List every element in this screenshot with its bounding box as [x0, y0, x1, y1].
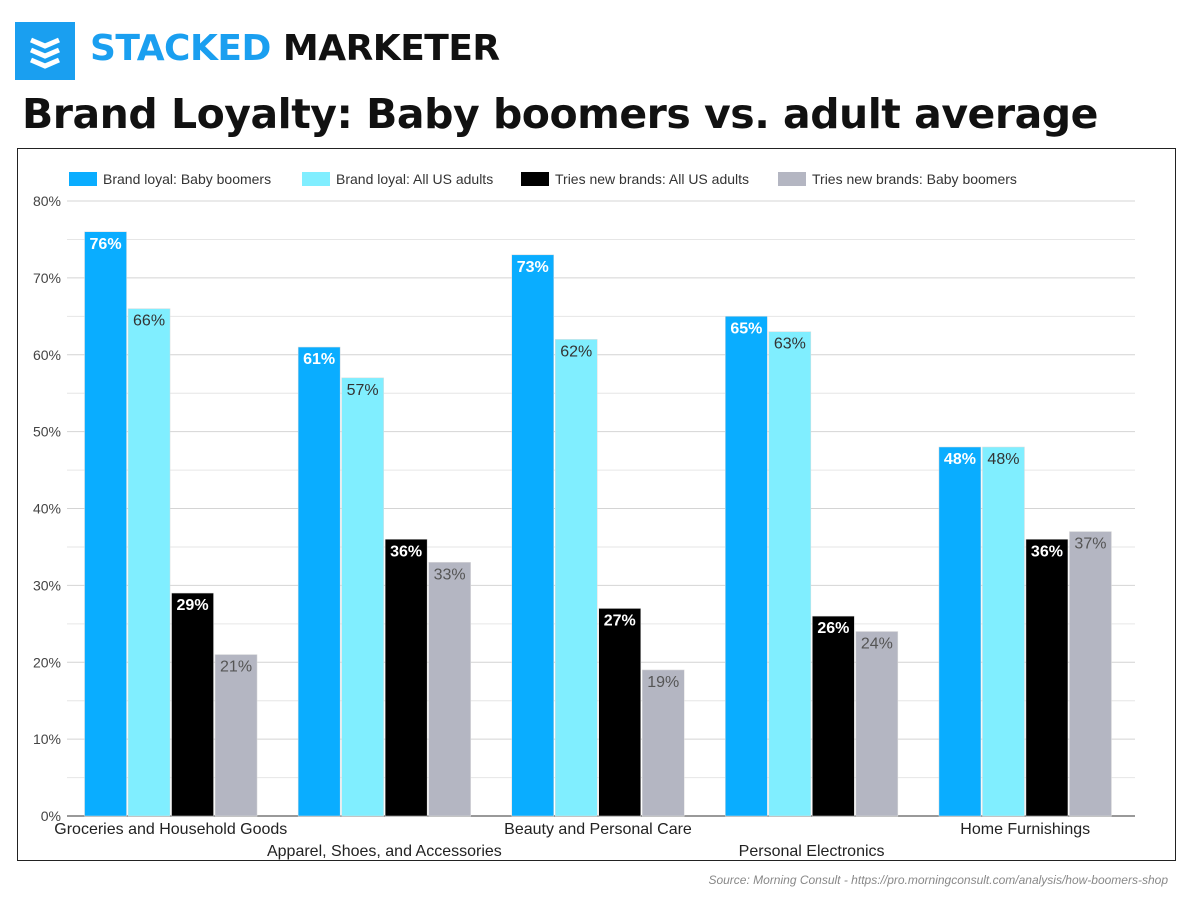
- legend-swatch: [778, 172, 806, 186]
- bar: [1069, 531, 1112, 817]
- bar: [725, 316, 768, 817]
- brand-name: STACKED MARKETER: [90, 28, 500, 69]
- data-label: 48%: [987, 451, 1019, 468]
- brand-logo: [15, 22, 75, 80]
- data-label: 73%: [517, 259, 549, 276]
- data-label: 65%: [730, 320, 762, 337]
- bar: [1025, 539, 1069, 817]
- y-tick-label: 0%: [41, 808, 61, 824]
- bar: [642, 669, 685, 817]
- bar: [127, 308, 171, 817]
- chart-frame: 0% 10% 20% 30% 40% 50% 60% 70% 80% 76% 66% 29% 21% Gr…: [17, 148, 1176, 861]
- legend-label: Brand loyal: Baby boomers: [103, 171, 271, 187]
- bar: [598, 608, 641, 817]
- bar: [384, 539, 428, 817]
- data-label: 36%: [390, 543, 422, 560]
- bar: [171, 592, 214, 817]
- y-tick-label: 70%: [33, 270, 61, 286]
- data-label: 36%: [1031, 543, 1063, 560]
- bar: [555, 339, 598, 817]
- y-tick-label: 10%: [33, 731, 61, 747]
- data-label: 76%: [90, 236, 122, 253]
- data-label: 37%: [1074, 536, 1106, 553]
- bar: [511, 254, 554, 817]
- legend-label: Tries new brands: All US adults: [555, 171, 749, 187]
- legend-swatch: [521, 172, 549, 186]
- x-category-label: Personal Electronics: [739, 843, 885, 860]
- x-category-label: Apparel, Shoes, and Accessories: [267, 843, 502, 860]
- y-tick-label: 80%: [33, 193, 61, 209]
- data-label: 63%: [774, 336, 806, 353]
- data-label: 62%: [560, 343, 592, 360]
- x-category-label: Home Furnishings: [960, 821, 1090, 838]
- source-note: Source: Morning Consult - https://pro.mo…: [708, 873, 1168, 887]
- x-category-label: Groceries and Household Goods: [54, 821, 287, 838]
- bar: [768, 331, 812, 817]
- y-tick-label: 40%: [33, 501, 61, 517]
- x-category-label: Beauty and Personal Care: [504, 821, 692, 838]
- data-label: 61%: [303, 351, 335, 368]
- y-tick-label: 30%: [33, 577, 61, 593]
- data-label: 57%: [347, 382, 379, 399]
- bar: [297, 346, 341, 817]
- data-label: 27%: [604, 612, 636, 629]
- y-tick-label: 60%: [33, 347, 61, 363]
- bar: [428, 562, 471, 817]
- bar: [982, 446, 1025, 817]
- data-label: 33%: [434, 566, 466, 583]
- legend-label: Tries new brands: Baby boomers: [812, 171, 1017, 187]
- y-tick-label: 50%: [33, 424, 61, 440]
- bar: [84, 231, 127, 817]
- bar: [214, 654, 258, 817]
- data-label: 26%: [817, 620, 849, 637]
- data-label: 19%: [647, 674, 679, 691]
- brand-name-part1: STACKED: [90, 28, 271, 69]
- bar-chart: 0% 10% 20% 30% 40% 50% 60% 70% 80% 76% 66% 29% 21% Gr…: [33, 171, 1135, 860]
- bar: [812, 615, 855, 817]
- data-label: 24%: [861, 636, 893, 653]
- legend-swatch: [69, 172, 97, 186]
- data-label: 29%: [177, 597, 209, 614]
- y-tick-label: 20%: [33, 654, 61, 670]
- brand-name-part2: MARKETER: [282, 28, 500, 69]
- legend-label: Brand loyal: All US adults: [336, 171, 493, 187]
- data-label: 66%: [133, 313, 165, 330]
- stacked-layers-icon: [30, 37, 60, 69]
- bar: [938, 446, 982, 817]
- data-label: 48%: [944, 451, 976, 468]
- legend-swatch: [302, 172, 330, 186]
- bar: [855, 631, 899, 817]
- data-label: 21%: [220, 659, 252, 676]
- bar: [341, 377, 384, 817]
- page-title: Brand Loyalty: Baby boomers vs. adult av…: [22, 90, 1098, 138]
